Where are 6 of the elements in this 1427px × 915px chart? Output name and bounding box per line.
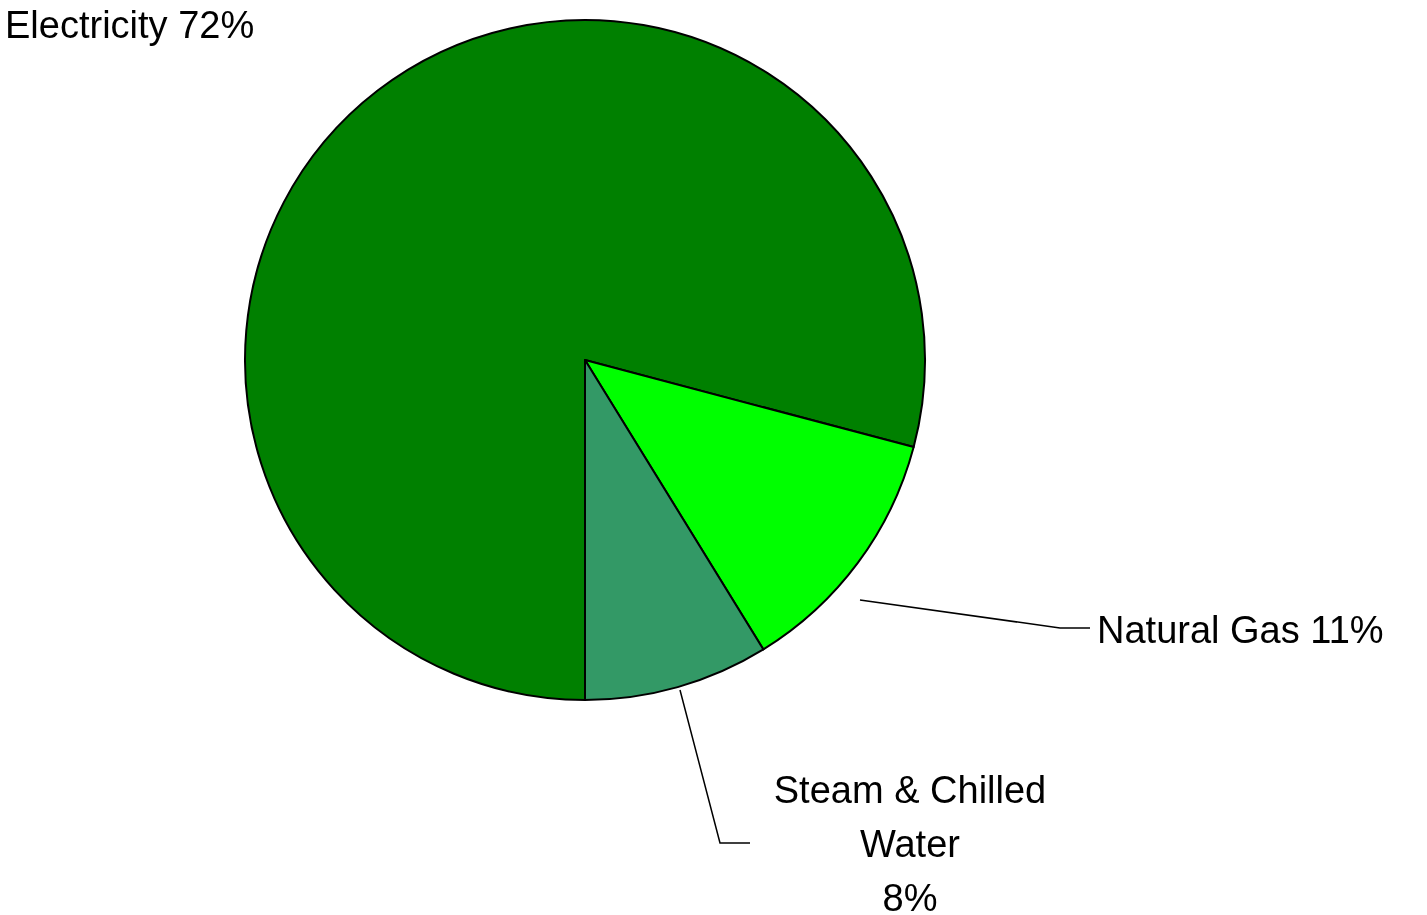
slice-label: Natural Gas bbox=[1097, 609, 1311, 651]
data-label: 8% bbox=[882, 877, 938, 915]
slice-label: Steam & Chilled Water bbox=[773, 769, 1047, 865]
slice-label: Electricity bbox=[5, 4, 179, 46]
data-label: 11% bbox=[1310, 609, 1384, 651]
data-label: 72% bbox=[178, 4, 255, 46]
